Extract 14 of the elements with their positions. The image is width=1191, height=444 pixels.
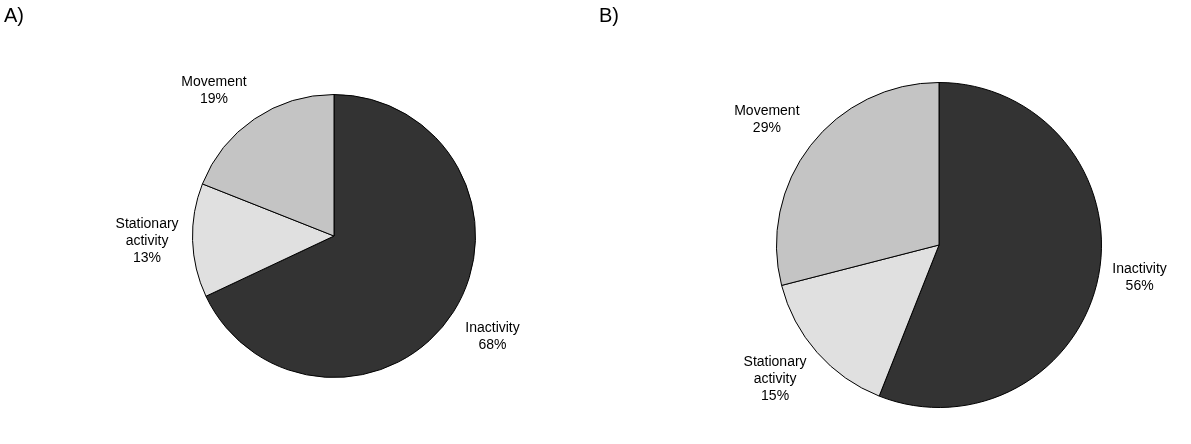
slice-label: Inactivity [465,318,520,335]
slice-label: Movement [734,102,800,119]
chart-title: B) [599,4,619,27]
data-label: 56% [1125,277,1154,294]
data-label: 15% [761,386,790,403]
data-label: 13% [133,248,162,265]
data-label: 68% [478,335,507,352]
slice-label: Movement [181,72,247,89]
data-label: 19% [199,89,228,106]
slice-label: Inactivity [1112,260,1167,277]
slice-label: Stationary activity [743,352,807,386]
data-label: 29% [752,119,781,136]
slice-label: Stationary activity [115,214,179,248]
chart-title: A) [4,4,24,27]
